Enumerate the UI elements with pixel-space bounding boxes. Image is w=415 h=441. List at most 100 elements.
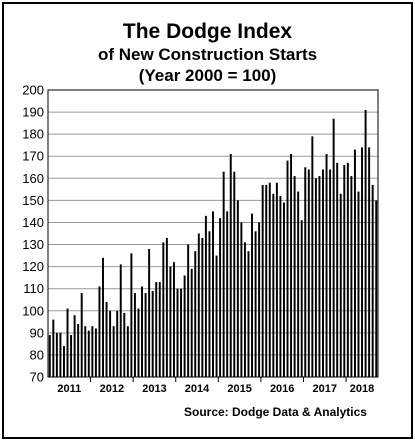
x-year-label: 2018	[350, 383, 374, 395]
bar	[172, 262, 175, 377]
bar	[275, 182, 278, 377]
bar	[336, 162, 339, 377]
bar	[126, 326, 129, 377]
y-tick-label: 160	[22, 171, 44, 186]
y-tick-label: 190	[22, 105, 44, 120]
bar	[133, 293, 136, 377]
bar	[332, 118, 335, 377]
bar	[325, 154, 328, 377]
bar	[155, 282, 158, 377]
y-tick-label: 80	[30, 347, 44, 362]
bar	[290, 154, 293, 377]
bar	[201, 237, 204, 377]
bar	[73, 315, 76, 377]
y-tick-label: 70	[30, 370, 44, 385]
plot-area-border	[47, 89, 379, 378]
bar	[91, 326, 94, 377]
bar	[204, 215, 207, 377]
bar	[77, 324, 80, 377]
bar	[251, 213, 254, 377]
y-tick-label: 140	[22, 215, 44, 230]
bar	[52, 319, 55, 377]
bar	[151, 290, 154, 377]
bar	[194, 251, 197, 377]
bar	[144, 293, 147, 377]
bar	[98, 286, 101, 377]
bar	[233, 171, 236, 377]
source-note: Source: Dodge Data & Analytics	[184, 405, 367, 419]
y-tick-label: 170	[22, 149, 44, 164]
bar	[368, 147, 371, 377]
bar	[87, 330, 90, 377]
bar	[240, 222, 243, 377]
bar	[229, 154, 232, 377]
bar	[59, 332, 62, 377]
bar	[222, 171, 225, 377]
bar	[212, 211, 214, 377]
y-tick-label: 110	[23, 281, 44, 296]
bar	[329, 169, 332, 377]
x-year-label: 2015	[227, 383, 251, 395]
bar	[258, 222, 261, 377]
bar	[62, 346, 65, 377]
bar	[268, 182, 271, 377]
bar	[247, 251, 250, 377]
bar	[105, 301, 108, 377]
bar	[208, 231, 211, 377]
bar	[314, 178, 317, 377]
bar	[304, 167, 307, 377]
bar	[371, 184, 374, 377]
bar	[361, 147, 364, 377]
bar	[190, 268, 193, 377]
y-tick-label: 200	[22, 83, 44, 98]
y-tick-label: 90	[30, 325, 44, 340]
bar	[116, 310, 119, 377]
bar	[109, 310, 112, 377]
chart-subtitle: of New Construction Starts	[97, 45, 318, 64]
bar	[346, 162, 349, 377]
x-year-label: 2014	[185, 383, 210, 395]
bar	[176, 288, 179, 377]
y-tick-label: 180	[22, 127, 44, 142]
bar	[307, 169, 310, 377]
bar	[282, 202, 285, 377]
x-year-label: 2013	[142, 383, 166, 395]
bar	[318, 176, 321, 377]
bar	[272, 193, 275, 377]
bar	[80, 293, 83, 377]
bar	[279, 195, 282, 377]
y-tick-label: 120	[22, 259, 44, 274]
x-year-label: 2012	[100, 383, 124, 395]
bar	[66, 308, 69, 377]
bar	[197, 233, 200, 377]
bar	[375, 200, 378, 377]
bar	[364, 109, 367, 377]
bar	[300, 220, 303, 377]
bar	[343, 165, 346, 377]
bar	[94, 328, 97, 377]
bar	[265, 184, 268, 377]
bar	[187, 244, 190, 377]
bar	[165, 237, 168, 377]
bar	[70, 335, 73, 377]
chart-title: The Dodge Index	[122, 20, 293, 43]
chart-subtitle-base-year: (Year 2000 = 100)	[138, 66, 277, 85]
bar	[48, 335, 51, 377]
bar	[119, 264, 122, 377]
bar	[148, 248, 151, 377]
bar	[261, 184, 264, 377]
x-year-label: 2011	[57, 383, 81, 395]
bar	[254, 231, 257, 377]
bar	[219, 218, 222, 377]
x-year-label: 2016	[270, 383, 294, 395]
bar	[350, 176, 353, 377]
bar	[286, 160, 289, 377]
bar	[226, 211, 229, 377]
bar	[123, 312, 126, 377]
bar	[236, 200, 239, 377]
bar	[55, 332, 58, 377]
bar	[339, 193, 342, 377]
bar	[297, 191, 300, 377]
bar	[243, 242, 246, 377]
